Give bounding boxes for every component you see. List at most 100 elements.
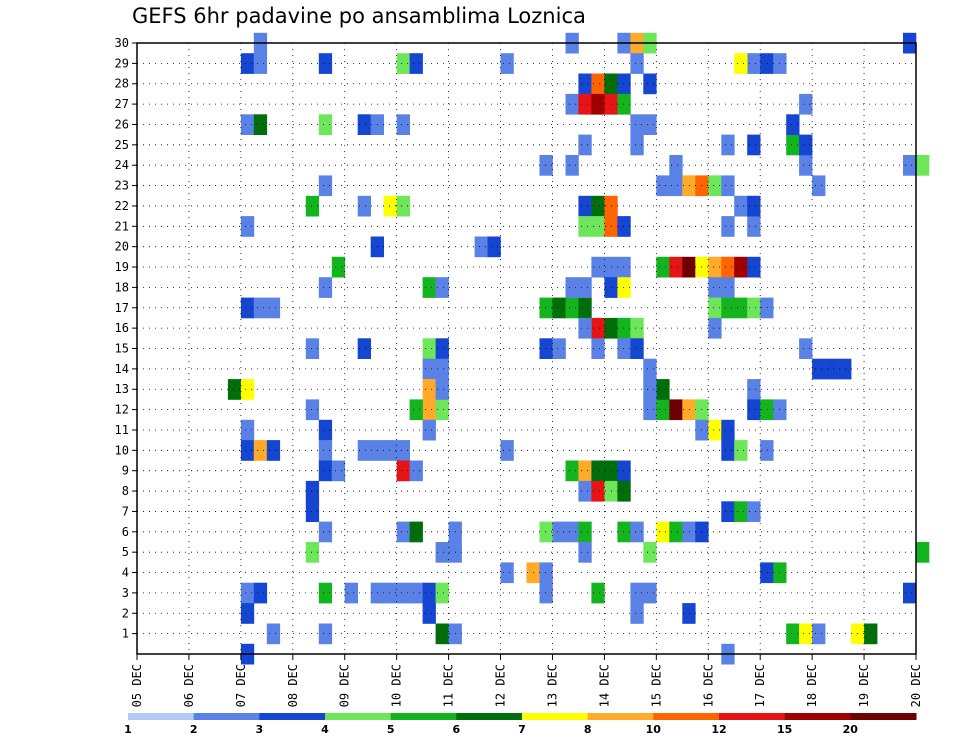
heatmap-cell — [305, 338, 320, 359]
x-tick-label: 17 DEC — [753, 664, 767, 707]
heatmap-cell — [591, 338, 605, 359]
heatmap-cell — [240, 582, 255, 604]
heatmap-cell — [539, 562, 553, 584]
heatmap-cell — [747, 297, 761, 319]
heatmap-cell — [565, 521, 579, 543]
heatmap-cell — [409, 53, 423, 74]
x-tick-label: 19 DEC — [857, 664, 871, 707]
y-tick-label: 17 — [115, 301, 129, 315]
heatmap-cell — [253, 53, 268, 74]
heatmap-cell — [578, 542, 592, 563]
color-legend: 1 2 3 4 5 6 7 8 10 12 15 20 — [124, 713, 917, 736]
heatmap-cell — [422, 419, 436, 441]
heatmap-cell — [812, 358, 826, 380]
legend-swatch — [128, 713, 195, 720]
heatmap-cell — [734, 256, 748, 278]
heatmap-cell — [227, 379, 242, 400]
y-tick-label: 29 — [115, 56, 129, 70]
heatmap-cell — [578, 480, 592, 502]
heatmap-cell — [539, 521, 553, 543]
heatmap-cell — [682, 521, 696, 543]
y-axis-ticks: 1234567891011121314151617181920212223242… — [115, 36, 137, 641]
legend-label: 8 — [584, 723, 592, 736]
heatmap-cell — [396, 53, 410, 74]
heatmap-cell — [435, 338, 449, 359]
legend-label: 7 — [518, 723, 526, 736]
heatmap-cell — [838, 358, 852, 380]
heatmap-cell — [578, 195, 592, 217]
heatmap-cell — [565, 93, 579, 115]
heatmap-cell — [552, 338, 566, 359]
y-tick-label: 6 — [122, 525, 129, 539]
heatmap-cell — [422, 379, 436, 400]
heatmap-cell — [474, 236, 488, 258]
legend-label: 10 — [646, 723, 662, 736]
heatmap-cell — [318, 175, 333, 197]
heatmap-cell — [240, 379, 255, 400]
heatmap-cell — [630, 603, 644, 624]
heatmap-cell — [656, 521, 670, 543]
heatmap-cell — [682, 256, 696, 278]
heatmap-cell — [721, 297, 735, 319]
heatmap-cell — [721, 216, 735, 237]
legend-swatch — [784, 713, 851, 720]
heatmap-cell — [500, 53, 514, 74]
heatmap-cell — [305, 542, 320, 563]
x-tick-label: 10 DEC — [390, 664, 404, 707]
heatmap-cell — [253, 582, 268, 604]
heatmap-cell — [617, 256, 631, 278]
heatmap-cell — [799, 134, 813, 156]
heatmap-cell — [240, 114, 255, 135]
heatmap-cell — [565, 460, 579, 482]
heatmap-cell — [760, 399, 774, 421]
heatmap-cell — [409, 399, 423, 421]
heatmap-cell — [708, 419, 722, 441]
heatmap-cell — [656, 256, 670, 278]
legend-swatch — [587, 713, 654, 720]
heatmap-cell — [591, 93, 605, 115]
legend-label: 1 — [124, 723, 132, 736]
heatmap-cell — [422, 338, 436, 359]
heatmap-cell — [266, 623, 281, 645]
y-tick-label: 10 — [115, 443, 129, 457]
heatmap-cell — [357, 114, 371, 135]
heatmap-cell — [318, 114, 333, 135]
heatmap-cell — [656, 175, 670, 197]
heatmap-cell — [240, 53, 255, 74]
heatmap-cell — [721, 134, 735, 156]
heatmap-cell — [539, 338, 553, 359]
y-tick-label: 8 — [122, 484, 129, 498]
heatmap-cell — [435, 379, 449, 400]
heatmap-cell — [734, 440, 748, 461]
heatmap-cell — [500, 440, 514, 461]
heatmap-cell — [760, 440, 774, 461]
heatmap-cell — [721, 419, 735, 441]
heatmap-cell — [630, 582, 644, 604]
heatmap-cell — [617, 338, 631, 359]
heatmap-cell — [318, 277, 333, 298]
heatmap-cell — [708, 277, 722, 298]
y-tick-label: 20 — [115, 240, 129, 254]
heatmap-cell — [591, 480, 605, 502]
legend-swatch — [719, 713, 786, 720]
heatmap-cell — [786, 134, 800, 156]
heatmap-cell — [630, 53, 644, 74]
legend-swatch — [522, 713, 589, 720]
heatmap-cell — [253, 297, 268, 319]
heatmap-cell — [643, 379, 657, 400]
heatmap-cell — [799, 155, 813, 176]
heatmap-cell — [669, 399, 683, 421]
heatmap-cell — [435, 399, 449, 421]
heatmap-cell — [617, 521, 631, 543]
heatmap-cell — [916, 542, 930, 563]
y-tick-label: 30 — [115, 36, 129, 50]
heatmap-cell — [266, 440, 281, 461]
heatmap-cell — [617, 480, 631, 502]
heatmap-cell — [643, 399, 657, 421]
heatmap-cell — [344, 582, 358, 604]
y-tick-label: 16 — [115, 321, 129, 335]
heatmap-cell — [422, 277, 436, 298]
heatmap-cell — [630, 338, 644, 359]
legend-label: 4 — [321, 723, 329, 736]
legend-label: 2 — [190, 723, 198, 736]
